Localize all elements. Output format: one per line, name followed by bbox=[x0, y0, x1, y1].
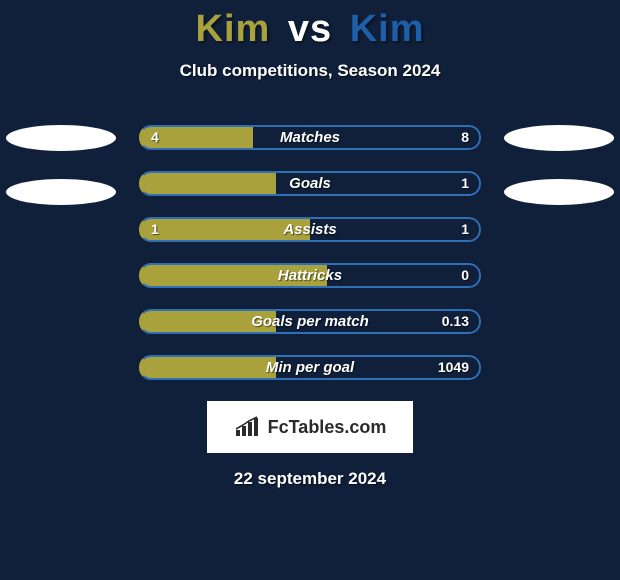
content-area: 4 Matches 8 Goals 1 1 Assists 1 bbox=[0, 125, 620, 489]
comparison-infographic: Kim vs Kim Club competitions, Season 202… bbox=[0, 0, 620, 580]
subtitle: Club competitions, Season 2024 bbox=[0, 61, 620, 81]
stat-value-right: 0.13 bbox=[442, 309, 469, 334]
date-text: 22 september 2024 bbox=[0, 469, 620, 489]
stat-value-right: 8 bbox=[461, 125, 469, 150]
club-right-ellipse-1 bbox=[504, 125, 614, 151]
stat-row-assists: 1 Assists 1 bbox=[139, 217, 481, 242]
club-right-ellipse-2 bbox=[504, 179, 614, 205]
stat-row-matches: 4 Matches 8 bbox=[139, 125, 481, 150]
stat-label: Goals bbox=[139, 171, 481, 196]
stat-row-goals: Goals 1 bbox=[139, 171, 481, 196]
stat-row-hattricks: Hattricks 0 bbox=[139, 263, 481, 288]
club-right-column bbox=[504, 125, 614, 233]
logo-box: FcTables.com bbox=[207, 401, 413, 453]
vs-text: vs bbox=[288, 8, 332, 50]
stat-label: Assists bbox=[139, 217, 481, 242]
stat-label: Goals per match bbox=[139, 309, 481, 334]
stat-label: Matches bbox=[139, 125, 481, 150]
club-left-ellipse-1 bbox=[6, 125, 116, 151]
chart-icon bbox=[234, 416, 262, 438]
stat-value-right: 1 bbox=[461, 217, 469, 242]
player1-name: Kim bbox=[196, 8, 271, 50]
stat-label: Min per goal bbox=[139, 355, 481, 380]
stat-value-right: 0 bbox=[461, 263, 469, 288]
page-title: Kim vs Kim bbox=[0, 0, 620, 51]
stat-row-goals-per-match: Goals per match 0.13 bbox=[139, 309, 481, 334]
stat-value-right: 1 bbox=[461, 171, 469, 196]
logo-text: FcTables.com bbox=[268, 417, 387, 438]
club-left-column bbox=[6, 125, 116, 233]
player2-name: Kim bbox=[350, 8, 425, 50]
stat-value-right: 1049 bbox=[438, 355, 469, 380]
stat-bars: 4 Matches 8 Goals 1 1 Assists 1 bbox=[139, 125, 481, 380]
club-left-ellipse-2 bbox=[6, 179, 116, 205]
stat-label: Hattricks bbox=[139, 263, 481, 288]
stat-row-min-per-goal: Min per goal 1049 bbox=[139, 355, 481, 380]
